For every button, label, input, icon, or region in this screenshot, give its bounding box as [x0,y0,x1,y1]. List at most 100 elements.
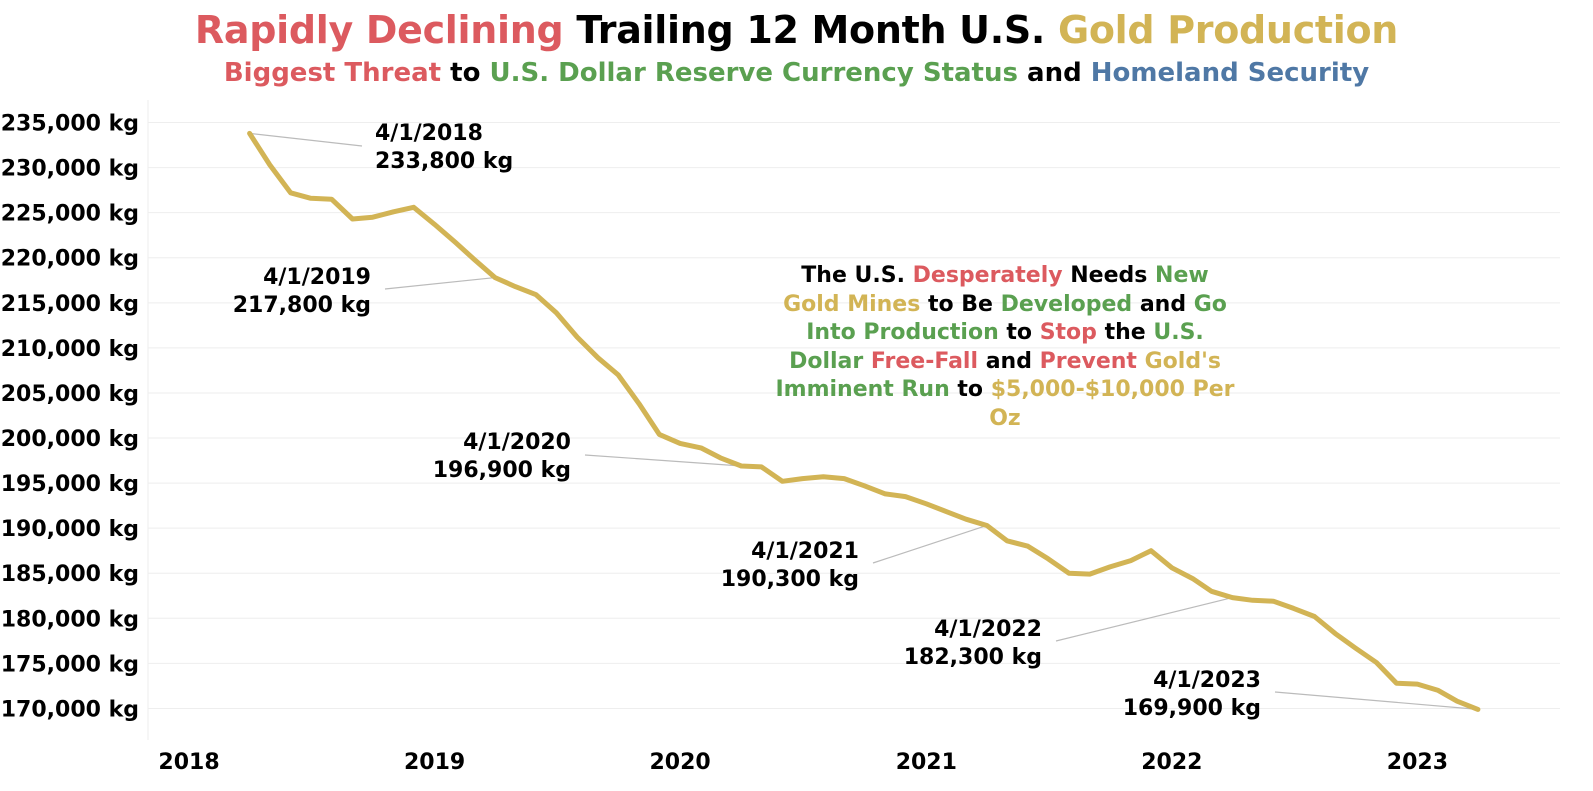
data-point [1170,566,1174,570]
data-point [1455,699,1459,703]
annotation-date: 4/1/2018 [375,121,483,146]
annotation-leader [249,132,363,147]
data-point [309,196,313,200]
y-tick-label: 175,000 kg [1,652,139,677]
callout-segment: and [1132,291,1194,317]
data-point [1108,565,1112,569]
data-point [739,464,743,468]
series-group [247,130,1481,712]
data-point [616,373,620,377]
data-point [289,191,293,195]
title-part-2: Trailing 12 Month U.S. [576,8,1046,52]
annotation-leader [584,454,742,467]
data-point [1067,571,1071,575]
data-point [330,197,334,201]
callout-segment: Imminent Run [775,377,950,402]
y-tick-label: 195,000 kg [1,472,139,497]
data-point [351,217,355,221]
y-tick-label: 205,000 kg [1,382,139,407]
annotation-value: 233,800 kg [375,149,513,174]
annotation-date: 4/1/2021 [751,539,859,564]
data-point [1251,598,1255,602]
data-point [637,402,641,406]
x-tick-label: 2020 [649,750,710,775]
data-point [472,258,476,262]
title-part-3: Gold Production [1057,8,1399,52]
data-point [1005,539,1009,543]
data-point [883,492,887,496]
data-point [412,205,416,209]
data-point [1149,549,1153,553]
data-point [964,517,968,521]
data-point [575,335,579,339]
data-point [1088,572,1092,576]
data-point [1312,615,1316,619]
data-point [1353,646,1357,650]
annotation-leader [1274,691,1478,710]
y-tick-label: 235,000 kg [1,112,139,137]
data-point [1026,544,1030,548]
data-point [1191,577,1195,581]
data-point [1230,596,1234,600]
chart-title: Rapidly Declining Trailing 12 Month U.S.… [0,8,1593,52]
x-tick-label: 2021 [896,750,957,775]
annotation-value: 182,300 kg [904,645,1042,670]
data-point [1436,688,1440,692]
subtitle-part-5: Homeland Security [1090,58,1370,88]
data-point [821,475,825,479]
data-point [1374,660,1378,664]
y-tick-label: 220,000 kg [1,247,139,272]
subtitle-part-2: to [450,58,481,88]
data-point [985,523,989,527]
data-point [842,477,846,481]
y-tick-label: 215,000 kg [1,292,139,317]
subtitle-part-3: U.S. Dollar Reserve Currency Status [489,58,1018,88]
x-tick-label: 2023 [1387,750,1448,775]
data-point [678,441,682,445]
x-tick-label: 2018 [158,750,219,775]
annotation-leaders [249,132,1478,710]
annotations: 4/1/2018 233,800 kg 4/1/2019 217,800 kg 4/1/… [233,121,1261,721]
data-point [699,446,703,450]
callout-segment: to [998,320,1040,345]
callout-segment: The U.S. [801,263,913,288]
annotation-date: 4/1/2022 [934,617,1042,642]
data-point [1129,559,1133,563]
annotation-date: 4/1/2019 [263,265,371,290]
callout-segment: Needs [1062,263,1156,288]
data-point [862,484,866,488]
y-tick-label: 170,000 kg [1,697,139,722]
callout-segment: the [1096,320,1154,345]
y-tick-label: 225,000 kg [1,202,139,227]
annotation-value: 169,900 kg [1123,696,1261,721]
callout-segment: U.S. Dollar [789,320,1204,374]
callout-segment [863,349,871,374]
x-axis-ticks: 2018 2019 2020 2021 2022 2023 [158,750,1448,775]
data-point [371,215,375,219]
y-tick-label: 185,000 kg [1,562,139,587]
y-tick-label: 180,000 kg [1,607,139,632]
data-point [760,465,764,469]
callout-text: The U.S. Desperately Needs New Gold Mine… [770,262,1240,433]
data-point [248,131,252,135]
callout-segment: New [1155,263,1209,288]
data-point [924,502,928,506]
data-point [903,495,907,499]
data-point [433,222,437,226]
data-point [1395,681,1399,685]
callout-segment: Stop [1039,320,1097,345]
y-tick-label: 210,000 kg [1,337,139,362]
data-point [554,311,558,315]
data-point [534,293,538,297]
data-point [392,210,396,214]
data-point [493,276,497,280]
data-point [1271,599,1275,603]
data-point [780,479,784,483]
callout-segment [1137,349,1145,374]
data-point [268,163,272,167]
chart-subtitle: Biggest Threat to U.S. Dollar Reserve Cu… [0,58,1593,88]
data-point [1476,707,1480,711]
callout-segment: Desperately [912,263,1063,288]
data-point [596,356,600,360]
